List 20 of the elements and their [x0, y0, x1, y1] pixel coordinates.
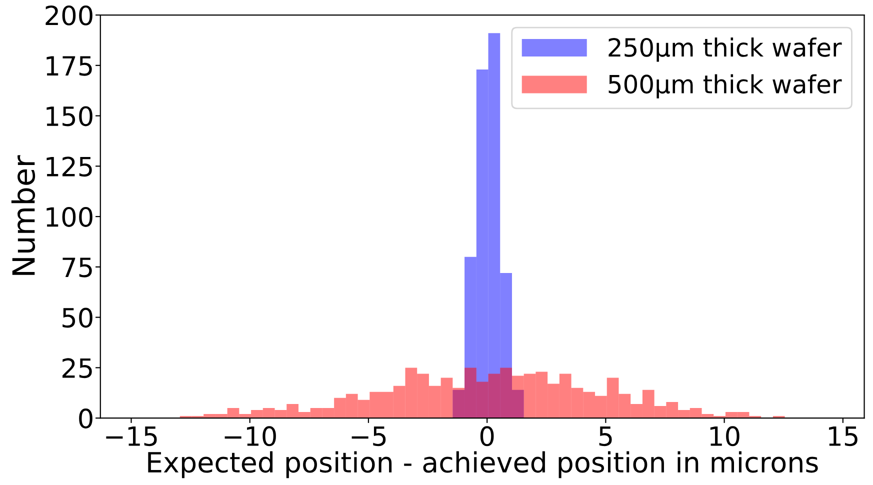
y-tick-label: 75: [62, 258, 92, 278]
x-tick-label: −15: [106, 426, 157, 446]
x-tick-label: 10: [710, 426, 740, 446]
x-axis-title: Expected position - achieved position in microns: [148, 451, 818, 478]
y-axis-title: Number: [11, 155, 36, 275]
y-tick-label: 50: [62, 308, 92, 328]
x-tick-label: 0: [480, 426, 494, 446]
x-tick-label: −5: [352, 426, 386, 446]
legend-label: 500μm thick wafer: [608, 74, 842, 98]
y-tick-label: 150: [46, 106, 92, 126]
y-tick-label: 25: [62, 358, 92, 378]
y-tick-label: 200: [46, 5, 92, 26]
y-tick-label: 0: [79, 408, 92, 428]
y-tick-label: 125: [46, 156, 92, 177]
y-tick-label: 175: [46, 56, 92, 76]
y-tick-label: 100: [46, 206, 92, 227]
legend-label: 250μm thick wafer: [608, 38, 842, 62]
x-tick-label: −10: [224, 426, 276, 446]
x-tick-label: 15: [829, 426, 858, 446]
x-tick-label: 5: [599, 426, 612, 446]
